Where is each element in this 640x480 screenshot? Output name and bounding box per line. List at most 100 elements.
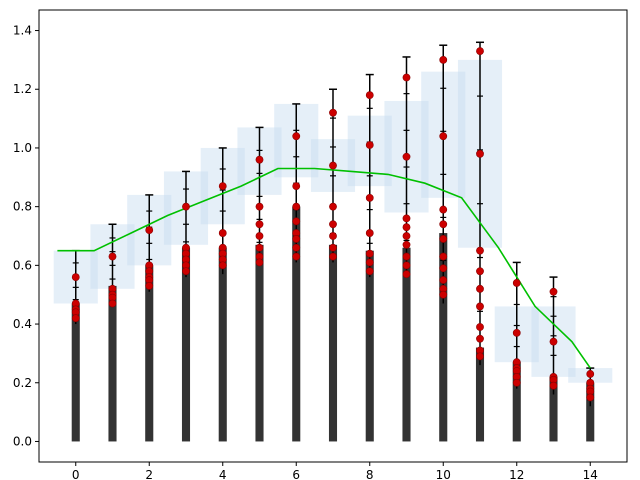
bar-3 <box>181 247 191 442</box>
point-10-4 <box>439 235 448 243</box>
point-14-4 <box>586 393 595 402</box>
point-6-6 <box>292 243 301 252</box>
point-11-5 <box>476 302 484 311</box>
x-tick-label-3: 6 <box>292 468 300 480</box>
point-7-6 <box>329 252 337 261</box>
y-tick-label-7: 1.4 <box>13 24 32 38</box>
y-tick-label-0: 0.0 <box>13 434 32 448</box>
x-tick-label-0: 0 <box>72 468 80 480</box>
y-tick-label-1: 0.2 <box>13 376 32 390</box>
point-10-6 <box>439 264 448 273</box>
point-2-0 <box>145 226 154 235</box>
bar-13 <box>549 376 558 442</box>
line-layer <box>57 167 591 369</box>
point-1-0 <box>108 252 117 261</box>
bar-9 <box>402 247 411 442</box>
point-7-0 <box>329 108 337 117</box>
x-tick-label-5: 10 <box>436 468 451 480</box>
point-11-0 <box>476 47 484 55</box>
point-7-1 <box>329 161 337 170</box>
point-9-2 <box>402 214 411 223</box>
point-9-8 <box>402 270 411 279</box>
point-5-3 <box>255 232 264 240</box>
x-tick-label-4: 8 <box>366 468 374 480</box>
point-6-1 <box>292 182 301 191</box>
x-tick-label-1: 2 <box>145 468 153 480</box>
bar-12 <box>512 362 521 442</box>
point-10-3 <box>439 220 448 229</box>
point-0-0 <box>71 273 80 281</box>
point-6-5 <box>292 235 301 243</box>
y-tick-label-5: 1.0 <box>13 141 32 155</box>
bar-2 <box>145 265 154 442</box>
point-4-0 <box>218 182 227 191</box>
point-6-2 <box>292 202 301 211</box>
point-10-9 <box>439 290 448 299</box>
point-0-4 <box>71 314 80 323</box>
point-8-5 <box>365 258 374 267</box>
point-8-3 <box>365 229 374 237</box>
point-9-1 <box>402 152 411 161</box>
bar-layer <box>71 206 595 442</box>
y-tick-label-4: 0.8 <box>13 200 32 214</box>
y-tick-label-2: 0.4 <box>13 317 32 331</box>
bar-7 <box>328 244 338 442</box>
point-11-6 <box>476 323 484 331</box>
point-11-3 <box>476 267 484 276</box>
point-8-0 <box>365 91 374 100</box>
point-10-5 <box>439 252 448 261</box>
x-axis: 0 2 4 6 8 10 12 14 <box>72 462 598 480</box>
x-tick-label-7: 14 <box>583 468 598 480</box>
point-11-1 <box>476 149 484 158</box>
point-8-4 <box>365 249 374 258</box>
y-tick-label-3: 0.6 <box>13 258 32 272</box>
point-13-4 <box>549 381 558 390</box>
bar-11 <box>475 347 485 442</box>
point-3-0 <box>182 202 190 211</box>
point-10-2 <box>439 205 448 214</box>
point-14-0 <box>586 370 595 378</box>
point-13-0 <box>549 287 558 296</box>
bar-4 <box>218 247 227 442</box>
bar-0 <box>71 303 80 442</box>
point-11-4 <box>476 284 484 293</box>
point-7-3 <box>329 220 337 229</box>
point-5-6 <box>255 258 264 267</box>
point-9-5 <box>402 240 411 249</box>
point-8-1 <box>365 141 374 149</box>
bar-10 <box>439 233 448 442</box>
point-8-2 <box>365 193 374 202</box>
y-axis: 0.0 0.2 0.4 0.6 0.8 1.0 1.2 1.4 <box>13 24 39 448</box>
x-tick-label-2: 4 <box>219 468 227 480</box>
point-7-2 <box>329 202 337 211</box>
point-3-5 <box>182 267 190 276</box>
bar-8 <box>365 250 374 442</box>
point-6-0 <box>292 132 301 141</box>
point-5-1 <box>255 202 264 211</box>
point-12-6 <box>512 378 521 387</box>
point-11-7 <box>476 334 484 343</box>
point-9-7 <box>402 261 411 270</box>
mean-line <box>57 167 591 369</box>
point-5-4 <box>255 243 264 252</box>
point-12-1 <box>512 328 521 337</box>
point-9-4 <box>402 232 411 240</box>
point-13-1 <box>549 337 558 346</box>
points-layer <box>71 47 595 402</box>
point-9-3 <box>402 223 411 232</box>
point-2-5 <box>145 281 154 290</box>
point-5-2 <box>255 220 264 229</box>
point-1-4 <box>108 299 117 308</box>
bar-6 <box>292 206 301 442</box>
bar-14 <box>586 382 595 442</box>
point-5-0 <box>255 155 264 164</box>
point-6-3 <box>292 217 301 226</box>
point-9-0 <box>402 73 411 82</box>
bar-5 <box>255 244 264 442</box>
x-tick-label-6: 12 <box>509 468 524 480</box>
y-tick-label-6: 1.2 <box>13 82 32 96</box>
point-11-2 <box>476 246 484 255</box>
point-10-0 <box>439 55 448 64</box>
